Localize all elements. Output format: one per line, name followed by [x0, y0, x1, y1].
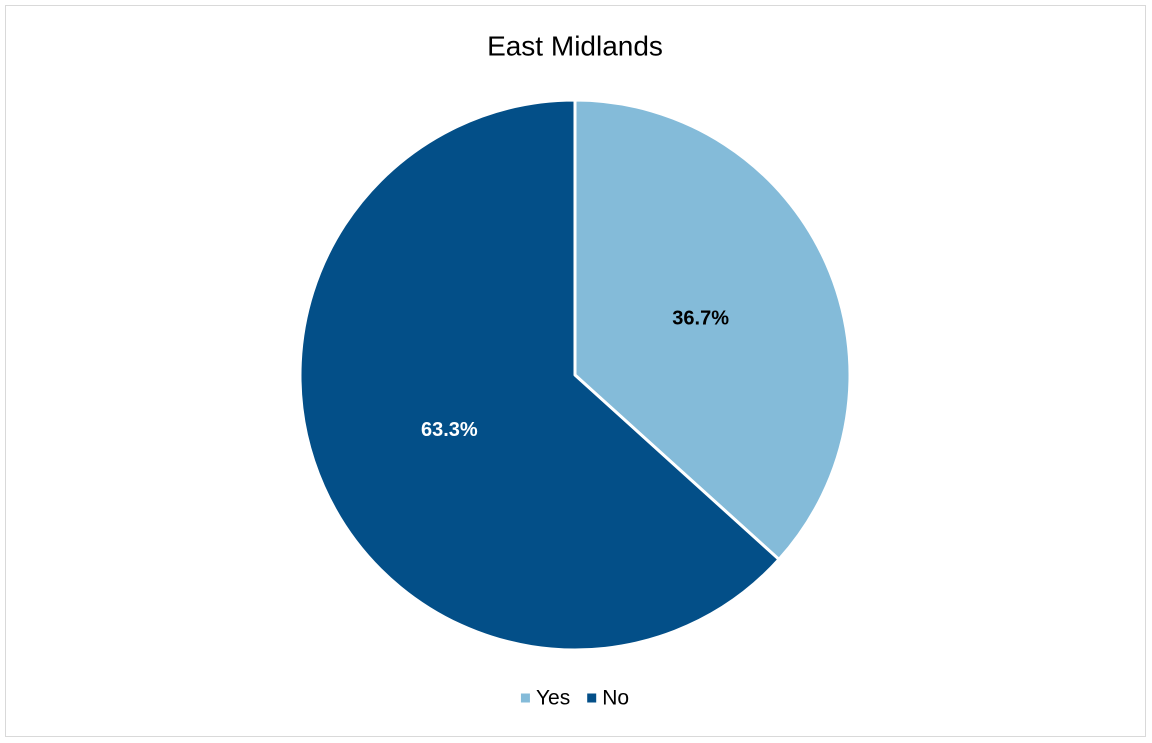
- legend-marker: [587, 693, 597, 703]
- legend-marker: [520, 693, 530, 703]
- data-label: 63.3%: [421, 419, 478, 441]
- legend-label: Yes: [536, 687, 570, 710]
- data-label: 36.7%: [672, 307, 729, 329]
- pie-slice: [573, 98, 852, 561]
- chart-title: East Midlands: [487, 30, 663, 61]
- legend-label: No: [602, 687, 629, 710]
- pie-slice: [298, 98, 781, 652]
